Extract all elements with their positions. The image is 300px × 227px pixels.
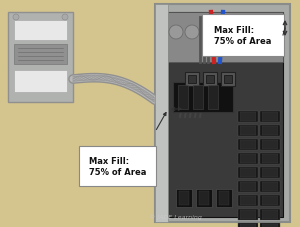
Bar	[240, 154, 256, 163]
Circle shape	[221, 26, 235, 40]
Bar	[14, 21, 67, 41]
Bar	[8, 13, 73, 103]
Bar	[240, 210, 256, 219]
Bar	[238, 223, 258, 227]
Bar	[238, 139, 258, 150]
Bar	[238, 181, 258, 192]
Bar	[262, 140, 278, 149]
Bar	[238, 209, 258, 220]
Bar	[262, 224, 278, 227]
Bar	[262, 154, 278, 163]
Bar	[260, 111, 280, 122]
Bar	[221, 73, 235, 87]
Bar	[155, 5, 168, 222]
Text: © JADE Learning: © JADE Learning	[148, 213, 201, 219]
Bar	[240, 224, 256, 227]
Bar	[240, 182, 256, 191]
Bar	[262, 182, 278, 191]
Bar	[208, 86, 218, 109]
Circle shape	[169, 26, 183, 40]
Circle shape	[203, 26, 217, 40]
Bar	[240, 126, 256, 135]
Bar	[176, 189, 192, 207]
Bar	[260, 209, 280, 220]
FancyBboxPatch shape	[79, 146, 156, 186]
Bar	[238, 126, 258, 136]
Bar	[173, 83, 233, 113]
Bar	[240, 140, 256, 149]
Bar	[238, 153, 258, 164]
Bar	[260, 153, 280, 164]
Bar	[219, 191, 229, 205]
Circle shape	[185, 26, 199, 40]
Bar	[14, 71, 67, 93]
Bar	[238, 167, 258, 178]
Text: Max Fill:
75% of Area: Max Fill: 75% of Area	[214, 26, 272, 45]
Bar	[196, 189, 212, 207]
Bar	[262, 196, 278, 205]
Bar	[199, 191, 209, 205]
Bar	[260, 167, 280, 178]
Bar	[155, 5, 290, 222]
Bar	[260, 126, 280, 136]
Bar	[238, 195, 258, 206]
Text: Max Fill:
75% of Area: Max Fill: 75% of Area	[89, 157, 146, 176]
Bar	[240, 113, 256, 121]
Bar	[206, 76, 214, 84]
Bar	[179, 191, 189, 205]
Bar	[203, 73, 217, 87]
Bar	[178, 86, 188, 109]
Circle shape	[62, 15, 68, 21]
Circle shape	[13, 15, 19, 21]
Bar	[240, 196, 256, 205]
FancyBboxPatch shape	[202, 15, 284, 57]
Bar	[260, 139, 280, 150]
Bar	[216, 189, 232, 207]
Bar	[168, 13, 283, 217]
Bar	[168, 13, 283, 63]
Bar	[260, 223, 280, 227]
Bar	[260, 195, 280, 206]
Bar	[240, 168, 256, 177]
Bar	[260, 181, 280, 192]
Bar	[262, 168, 278, 177]
Bar	[262, 113, 278, 121]
Bar	[193, 86, 203, 109]
Bar	[224, 76, 232, 84]
Bar	[238, 111, 258, 122]
Circle shape	[239, 26, 253, 40]
Bar	[185, 73, 199, 87]
Circle shape	[257, 26, 271, 40]
Bar	[262, 126, 278, 135]
Bar	[14, 45, 67, 65]
Bar	[188, 76, 196, 84]
Bar	[262, 210, 278, 219]
